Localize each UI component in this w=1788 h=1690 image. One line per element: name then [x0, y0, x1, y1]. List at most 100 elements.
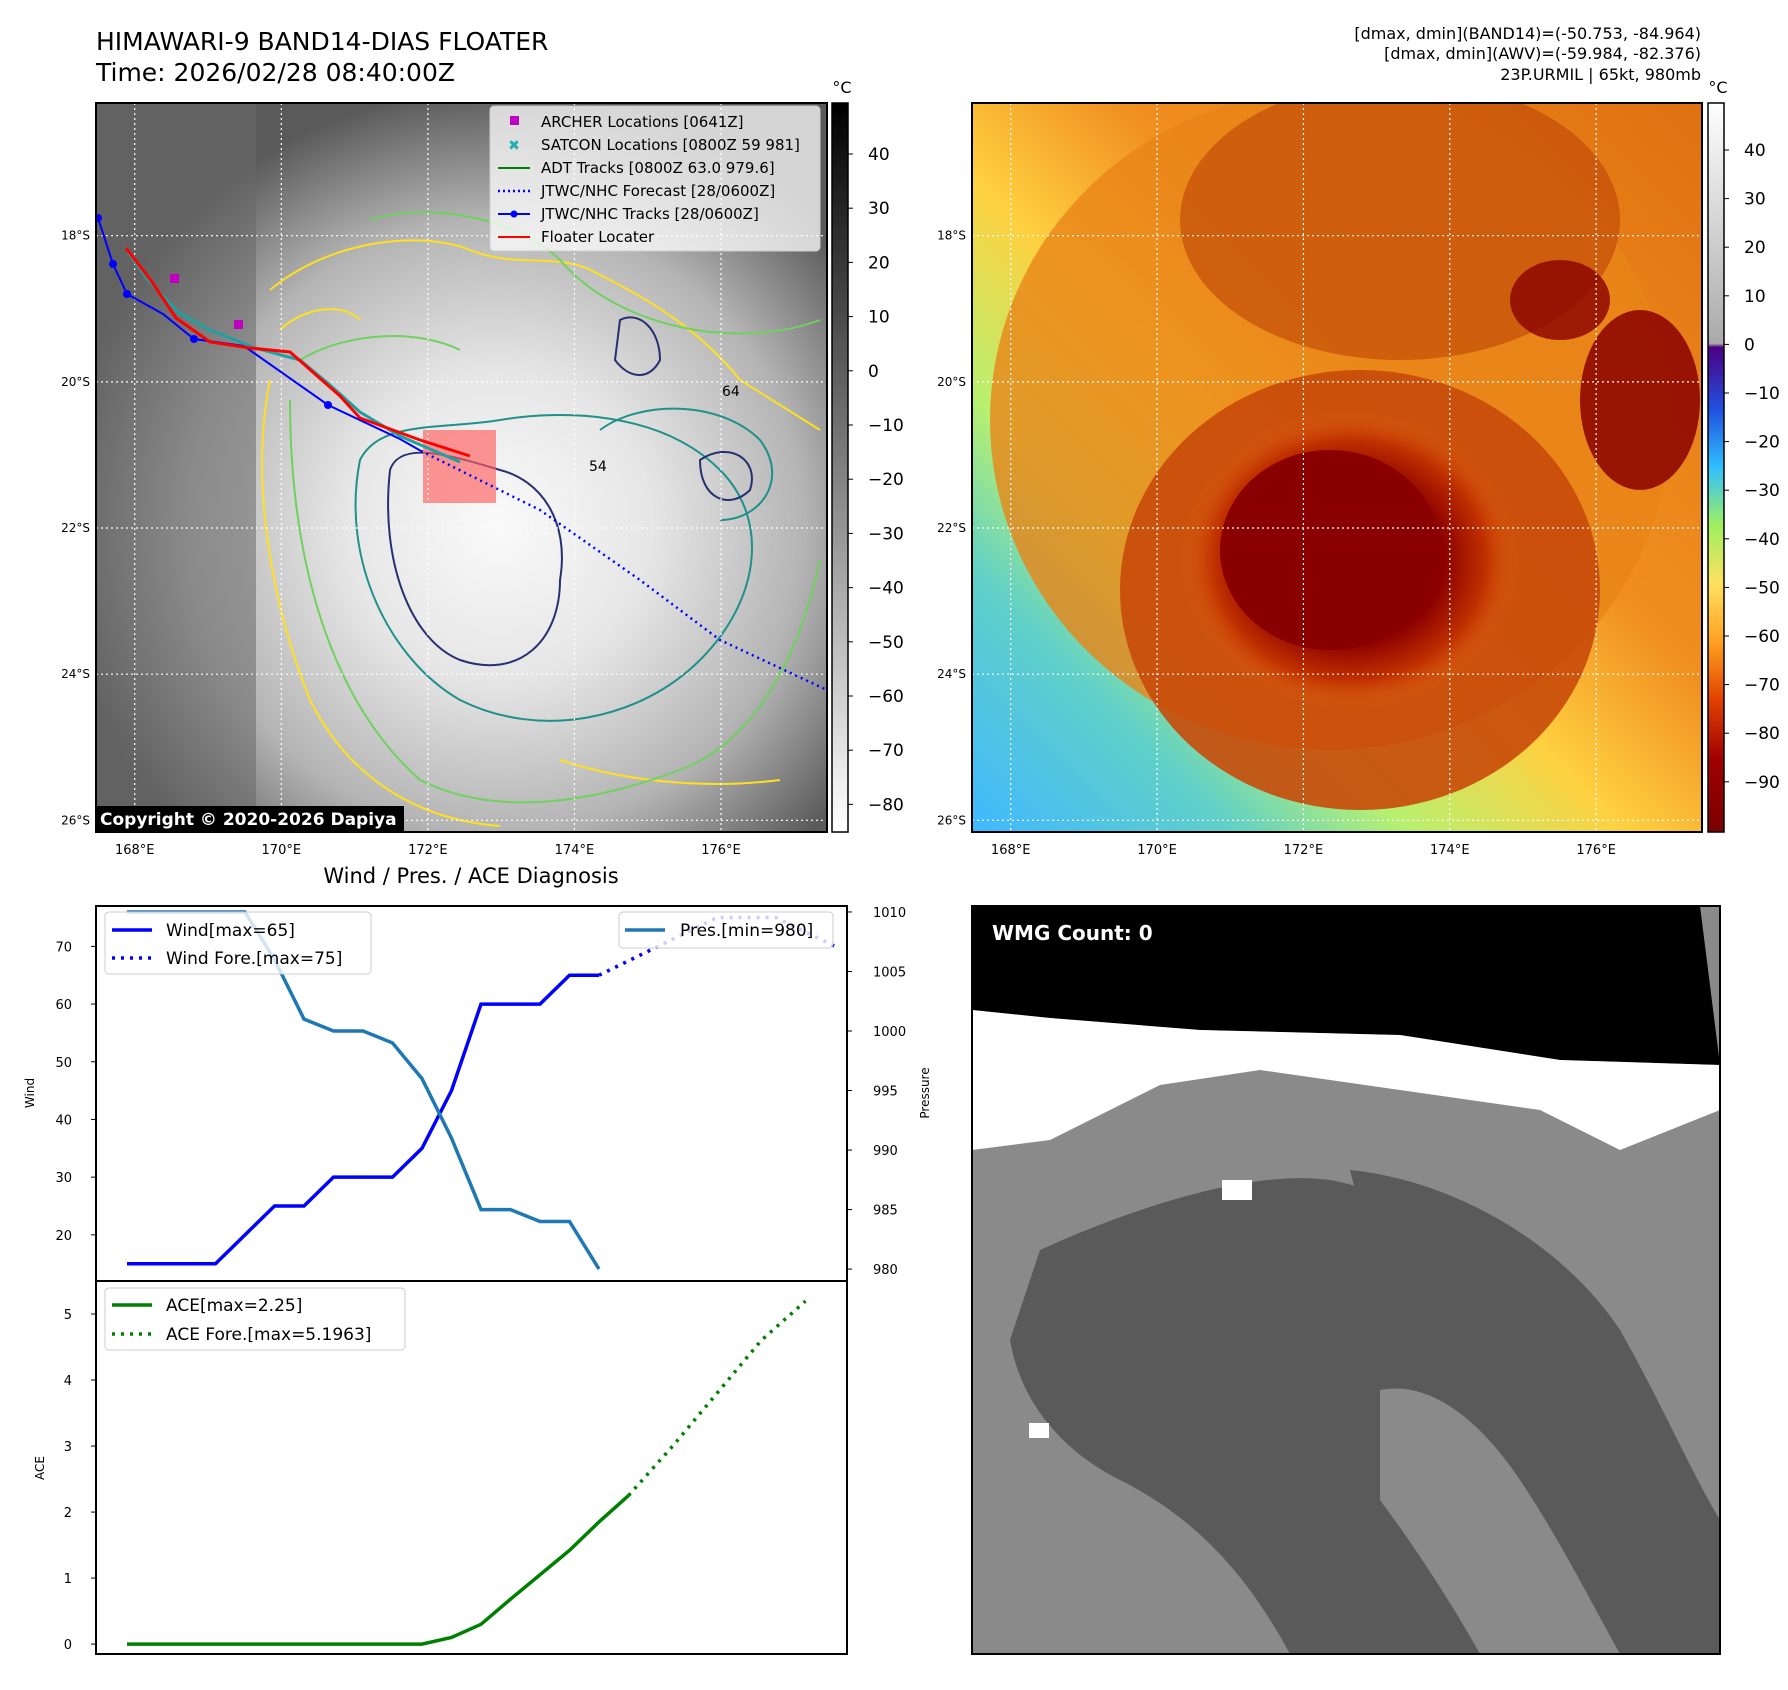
- ace-series-group: [127, 1299, 807, 1646]
- right-map-ticks: 168°E 170°E 172°E 174°E 176°E 18°S 20°S 22°S 24°…: [937, 229, 1616, 858]
- left-colorbar-tick-label: −50: [868, 633, 904, 653]
- right-colorbar-tick-label: −60: [1744, 627, 1780, 647]
- left-map-lon-tick-label: 170°E: [262, 843, 302, 858]
- right-colorbar: °C 40 30 20 10 0 −10 −20 −30 −40 −50 −60 −70 −80 −90: [1707, 78, 1780, 833]
- pressure-tick-label: 980: [873, 1263, 898, 1278]
- stats-band14: [dmax, dmin](BAND14)=(-50.753, -84.964): [1354, 24, 1701, 43]
- left-colorbar-tick-label: 40: [868, 145, 890, 165]
- ace-tick-label: 5: [64, 1308, 72, 1323]
- wmg-eyewall-east: [1350, 1170, 1720, 1654]
- pressure-ticks: 980 985 990 995 1000 1005 1010: [847, 906, 906, 1278]
- right-colorbar-tick-label: −10: [1744, 384, 1780, 404]
- jtwc-track-point: [190, 335, 198, 343]
- left-map-ticks: 168°E 170°E 172°E 174°E 176°E 18°S 20°S 22°S 24°…: [61, 229, 741, 858]
- map-legend-box: [489, 105, 821, 252]
- wmg-moat: [1380, 1388, 1620, 1654]
- left-colorbar-tick-label: 0: [868, 362, 879, 382]
- ace-legend: ACE[max=2.25] ACE Fore.[max=5.1963]: [104, 1287, 406, 1351]
- right-colorbar-unit: °C: [1708, 78, 1727, 97]
- legend-entry-label: ADT Tracks [0800Z 63.0 979.6]: [541, 159, 775, 177]
- wind-legend-box: [104, 911, 372, 975]
- right-colorbar-tick-label: 10: [1744, 287, 1766, 307]
- pressure-axis-label: Pressure: [918, 1067, 932, 1118]
- legend-entry-label: JTWC/NHC Forecast [28/0600Z]: [540, 182, 775, 200]
- floater-track-line: [124, 247, 471, 458]
- left-colorbar-tick-label: −60: [868, 687, 904, 707]
- wind-ticks: 20 30 40 50 60 70: [55, 940, 96, 1244]
- contour-label-54: 54: [589, 459, 607, 475]
- wind-series-line: [127, 973, 599, 1266]
- wind-tick-label: 60: [55, 998, 72, 1013]
- wind-tick-label: 30: [55, 1171, 72, 1186]
- ace-tick-label: 2: [64, 1506, 72, 1521]
- left-colorbar-tick-label: 20: [868, 253, 890, 273]
- legend-entry-label: ARCHER Locations [0641Z]: [541, 113, 744, 131]
- wind-tick-label: 40: [55, 1113, 72, 1128]
- right-map-gridlines: [972, 103, 1702, 832]
- jtwc-track-point: [324, 401, 332, 409]
- awv-map-panel: 168°E 170°E 172°E 174°E 176°E 18°S 20°S 22°S 24°…: [937, 102, 1703, 858]
- wmg-frame: [971, 905, 1721, 1655]
- right-colorbar-tick-label: −80: [1744, 724, 1780, 744]
- wind-tick-label: 20: [55, 1229, 72, 1244]
- left-map-lon-tick-label: 168°E: [115, 843, 155, 858]
- ace-forecast-legend-label: ACE Fore.[max=5.1963]: [166, 1325, 371, 1345]
- ir-map-panel: 168°E 170°E 172°E 174°E 176°E 18°S 20°S 22°S 24°…: [61, 102, 828, 858]
- right-colorbar-tick-label: −30: [1744, 481, 1780, 501]
- stats-storm: 23P.URMIL | 65kt, 980mb: [1500, 65, 1701, 84]
- legend-archer-swatch: [510, 116, 519, 125]
- right-colorbar-tick-label: −70: [1744, 676, 1780, 696]
- ace-axis-label: ACE: [33, 1456, 47, 1480]
- diagnosis-title: Wind / Pres. / ACE Diagnosis: [323, 864, 618, 888]
- ace-tick-label: 4: [64, 1374, 72, 1389]
- legend-satcon-swatch: ✖: [508, 138, 520, 154]
- wmg-warm-spot: [1029, 1423, 1049, 1438]
- right-map-lat-tick-label: 24°S: [937, 667, 966, 681]
- left-colorbar-tick-label: −40: [868, 579, 904, 599]
- legend-track-dot: [510, 210, 518, 218]
- figure-title: HIMAWARI-9 BAND14-DIAS FLOATER: [96, 27, 548, 56]
- wind-legend-label: Wind[max=65]: [166, 921, 295, 941]
- ace-tick-label: 3: [64, 1440, 72, 1455]
- ir-clear-sky: [96, 103, 256, 832]
- wmg-white-band: [972, 1010, 1720, 1150]
- pressure-tick-label: 1005: [873, 965, 906, 980]
- wind-legend: Wind[max=65] Wind Fore.[max=75]: [104, 911, 372, 975]
- left-colorbar-tick-label: −20: [868, 470, 904, 490]
- right-colorbar-tick-label: 30: [1744, 190, 1766, 210]
- right-colorbar-tick-label: 40: [1744, 141, 1766, 161]
- ace-legend-box: [104, 1287, 406, 1351]
- wmg-count-label: WMG Count: 0: [992, 921, 1153, 945]
- left-map-lon-tick-label: 176°E: [701, 843, 741, 858]
- archer-marker: [234, 320, 243, 329]
- right-map-lat-tick-label: 26°S: [937, 813, 966, 827]
- ace-legend-label: ACE[max=2.25]: [166, 1296, 302, 1316]
- right-map-lat-tick-label: 22°S: [937, 521, 966, 535]
- right-map-lat-tick-label: 20°S: [937, 375, 966, 389]
- left-map-frame: [95, 102, 828, 833]
- pressure-legend: Pres.[min=980]: [618, 911, 834, 949]
- wind-forecast-legend-label: Wind Fore.[max=75]: [166, 949, 342, 969]
- contour-yellow: [261, 239, 821, 827]
- wind-pressure-chart: Wind Pressure 20 30 40 50 60 70 980 985 990 995 1…: [23, 905, 932, 1282]
- wind-tick-label: 50: [55, 1056, 72, 1071]
- pressure-legend-box: [618, 911, 834, 949]
- left-colorbar-tick-label: −70: [868, 741, 904, 761]
- left-colorbar: °C 40 30 20 10 0 −10 −20 −30 −40 −50 −60 −70 −80: [831, 78, 904, 833]
- right-colorbar-tick-label: 0: [1744, 335, 1755, 355]
- wmg-panel: WMG Count: 0: [971, 905, 1721, 1655]
- right-colorbar-tick-label: −90: [1744, 773, 1780, 793]
- left-colorbar-tick-label: −10: [868, 416, 904, 436]
- left-colorbar-unit: °C: [832, 78, 851, 97]
- right-map-lon-tick-label: 168°E: [991, 843, 1031, 858]
- left-map-lon-tick-label: 174°E: [555, 843, 595, 858]
- awv-coldest-core: [1220, 450, 1440, 650]
- left-colorbar-tick-label: −80: [868, 795, 904, 815]
- figure-time: Time: 2026/02/28 08:40:00Z: [95, 58, 455, 87]
- left-map-lon-tick-label: 172°E: [408, 843, 448, 858]
- right-map-lon-tick-label: 172°E: [1284, 843, 1324, 858]
- copyright-box: [96, 806, 404, 832]
- pressure-tick-label: 1010: [873, 906, 906, 921]
- contour-teal: [354, 407, 774, 722]
- ace-tick-label: 1: [64, 1572, 72, 1587]
